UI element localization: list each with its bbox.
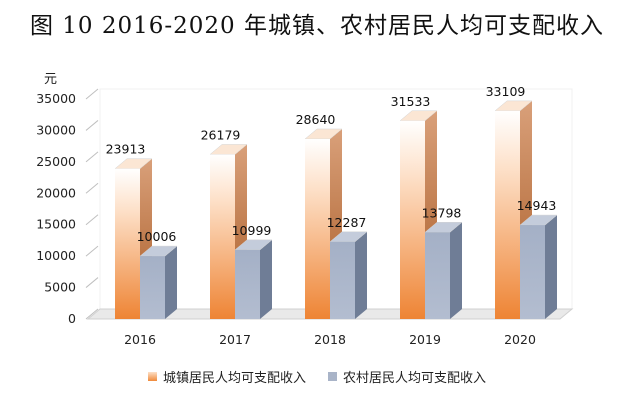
bar-front <box>330 241 355 319</box>
y-tick-label: 35000 <box>36 91 76 106</box>
bar-2016-rural <box>139 245 178 319</box>
y-tick-label: 15000 <box>36 217 76 232</box>
legend: 城镇居民人均可支配收入 农村居民人均可支配收入 <box>0 367 634 386</box>
y-tick-label: 5000 <box>44 280 76 295</box>
x-tick-label: 2016 <box>124 332 156 347</box>
bar-side <box>355 231 367 319</box>
y-tick-label: 25000 <box>36 154 76 169</box>
data-label: 33109 <box>486 84 526 99</box>
y-tick-line <box>85 214 99 226</box>
legend-item-urban: 城镇居民人均可支配收入 <box>147 367 306 386</box>
data-label: 31533 <box>391 94 431 109</box>
y-tick-label: 0 <box>68 311 76 326</box>
bar-side <box>545 215 557 319</box>
x-tick-label: 2019 <box>409 332 441 347</box>
y-tick-line <box>85 88 99 100</box>
bar-front <box>305 138 330 319</box>
bar-2018-rural <box>329 231 368 319</box>
data-label: 28640 <box>296 112 336 127</box>
y-tick-label: 10000 <box>36 248 76 263</box>
x-tick-label: 2020 <box>504 332 536 347</box>
x-tick-label: 2018 <box>314 332 346 347</box>
legend-swatch-urban <box>147 372 157 381</box>
data-label: 14943 <box>517 198 557 213</box>
y-axis-unit: 元 <box>44 72 57 87</box>
data-label: 23913 <box>106 142 146 157</box>
y-tick-line <box>85 120 99 131</box>
bar-side <box>260 239 272 319</box>
y-tick-line <box>85 277 99 288</box>
bar-side <box>165 246 177 319</box>
bar-front <box>425 232 450 319</box>
legend-swatch-rural <box>328 372 337 381</box>
back-wall <box>99 88 573 309</box>
y-tick-line <box>85 151 99 163</box>
bar-front <box>235 249 260 319</box>
legend-label-rural: 农村居民人均可支配收入 <box>343 371 487 386</box>
bar-2019-rural <box>424 222 463 319</box>
bar-side <box>450 222 462 319</box>
data-label: 10999 <box>232 223 272 238</box>
y-tick-line <box>85 245 99 257</box>
y-tick-line <box>85 308 99 320</box>
bar-front <box>400 120 425 319</box>
legend-label-urban: 城镇居民人均可支配收入 <box>162 371 306 386</box>
bar-front <box>520 225 545 319</box>
chart-title: 图 10 2016-2020 年城镇、农村居民人均可支配收入 <box>29 13 605 39</box>
bar-front <box>140 256 165 319</box>
data-label: 10006 <box>137 229 177 244</box>
data-label: 13798 <box>422 205 462 220</box>
bar-2020-rural <box>519 214 558 319</box>
x-tick-label: 2017 <box>219 332 251 347</box>
bar-front <box>210 154 235 319</box>
y-tick-label: 20000 <box>36 185 76 200</box>
data-label: 12287 <box>327 215 367 230</box>
data-label: 26179 <box>201 127 241 142</box>
y-tick-label: 30000 <box>36 122 76 137</box>
bar-front <box>495 110 520 319</box>
bar-front <box>115 168 140 319</box>
legend-item-rural: 农村居民人均可支配收入 <box>328 367 486 386</box>
y-tick-line <box>85 182 99 194</box>
bar-2017-rural <box>234 239 273 319</box>
